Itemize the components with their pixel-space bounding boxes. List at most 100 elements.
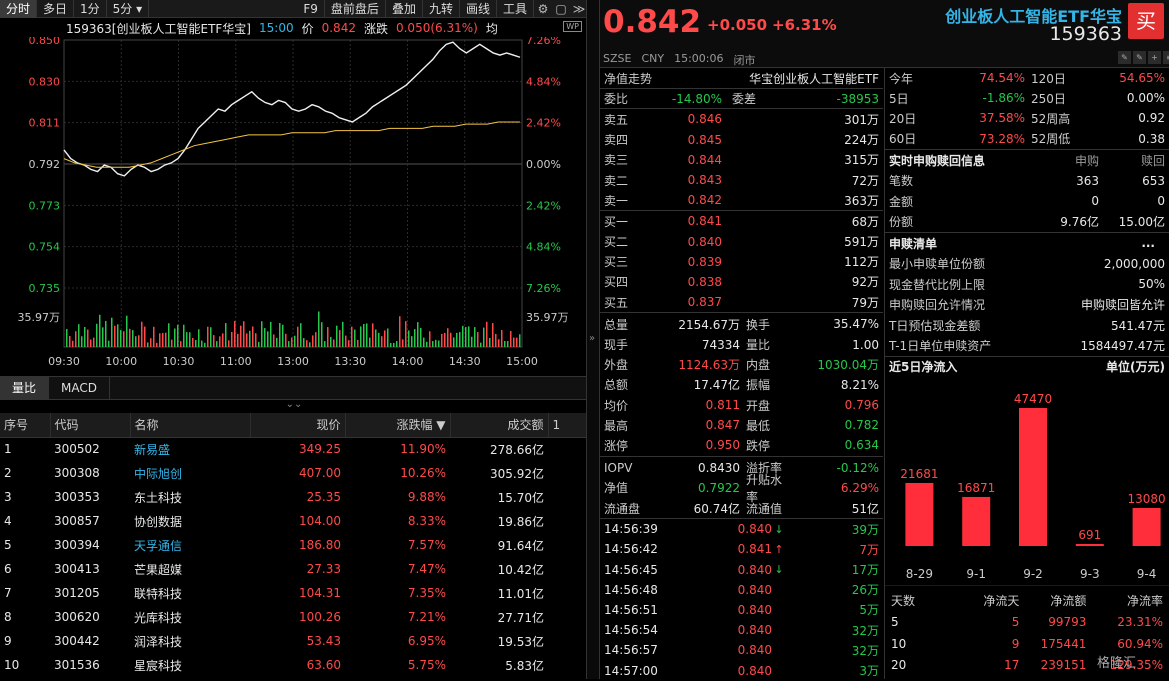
tab-1min[interactable]: 1分 xyxy=(74,0,107,18)
bid-level-row[interactable]: 买一 0.841 68万 xyxy=(600,211,883,231)
volume-bar xyxy=(375,329,377,347)
tick-row[interactable]: 14:56:54 0.840 32万 xyxy=(600,620,883,640)
nav-label: 净值走势 xyxy=(604,71,653,86)
y-left-tick: 0.850 xyxy=(29,37,61,47)
tab-intraday[interactable]: 分时 xyxy=(0,0,38,18)
stats-value-2: 1.00 xyxy=(852,337,879,352)
stats-row: 现手 74334 量比 1.00 xyxy=(600,334,883,354)
tick-time: 14:57:00 xyxy=(604,663,658,678)
ask-levels: 卖五 0.846 301万 卖四 0.845 224万 卖三 0.844 315万 卖二 0.843… xyxy=(600,108,883,210)
subscription-header: 实时申购赎回信息 申购 赎回 xyxy=(885,150,1169,171)
col-code[interactable]: 代码 xyxy=(50,413,131,438)
list-label: 现金替代比例上限 xyxy=(889,277,986,292)
table-row[interactable]: 2 300308 中际旭创 407.00 10.26% 305.92亿 xyxy=(0,461,588,485)
cell-price: 104.00 xyxy=(299,514,341,528)
volume-bar xyxy=(441,333,443,347)
cell-pct: 7.21% xyxy=(407,610,446,624)
gear-icon[interactable]: ⚙ xyxy=(537,1,549,16)
f9-button[interactable]: F9 xyxy=(297,0,325,18)
tick-row[interactable]: 14:56:39 0.840 ↓ 39万 xyxy=(600,519,883,539)
cell-pct: 11.90% xyxy=(400,442,446,457)
more-icon[interactable]: ... xyxy=(1141,236,1155,250)
table-row[interactable]: 5 300394 天孚通信 186.80 7.57% 91.64亿 xyxy=(0,533,588,557)
ask-level-row[interactable]: 卖五 0.846 301万 xyxy=(600,109,883,129)
pin-icon[interactable]: ✎ xyxy=(1133,51,1146,64)
table-row[interactable]: 3 300353 东土科技 25.35 9.88% 15.70亿 xyxy=(0,485,588,509)
nav-row[interactable]: 净值走势 华宝创业板人工智能ETF xyxy=(600,68,883,88)
collapse-icon[interactable]: ≫ xyxy=(572,1,586,16)
creation-list-header[interactable]: 申赎清单... xyxy=(885,233,1169,254)
table-row[interactable]: 8 300620 光库科技 100.26 7.21% 27.71亿 xyxy=(0,605,588,629)
table-row[interactable]: 9 300442 润泽科技 53.43 6.95% 19.53亿 xyxy=(0,629,588,653)
table-row[interactable]: 4 300857 协创数据 104.00 8.33% 19.86亿 xyxy=(0,509,588,533)
flow-row: 5 5 99793 23.31% xyxy=(885,612,1169,634)
tick-row[interactable]: 14:56:57 0.840 32万 xyxy=(600,640,883,660)
tick-row[interactable]: 14:57:00 0.840 3万 xyxy=(600,660,883,680)
col-index[interactable]: 序号 xyxy=(0,413,51,438)
x-tick: 09:30 xyxy=(48,355,80,368)
col-price[interactable]: 现价 xyxy=(250,413,346,438)
bid-price: 0.837 xyxy=(687,295,722,310)
pre-post-button[interactable]: 盘前盘后 xyxy=(325,0,386,18)
y-right-tick: 2.42% xyxy=(526,199,561,212)
tick-price: 0.841 xyxy=(737,542,772,557)
tab-macd[interactable]: MACD xyxy=(49,377,110,399)
bid-price: 0.838 xyxy=(687,274,722,289)
col-pct[interactable]: 涨跌幅 ▼ xyxy=(345,413,451,438)
volume-bar xyxy=(288,341,290,347)
col-extra[interactable]: 1 xyxy=(548,413,588,438)
edit-icon[interactable]: ✎ xyxy=(1118,51,1131,64)
tab-multi-day[interactable]: 多日 xyxy=(37,0,75,18)
tick-row[interactable]: 14:56:48 0.840 26万 xyxy=(600,580,883,600)
stats-row: 最高 0.847 最低 0.782 xyxy=(600,415,883,435)
volume-bar xyxy=(333,339,335,347)
bid-level-row[interactable]: 买五 0.837 79万 xyxy=(600,292,883,312)
volume-bar xyxy=(69,336,71,347)
cell-name: 协创数据 xyxy=(134,514,183,529)
cell-empty xyxy=(548,437,588,461)
wp-icon[interactable]: WP xyxy=(563,21,582,32)
ask-level-row[interactable]: 卖二 0.843 72万 xyxy=(600,170,883,190)
list-label: T-1日单位申赎资产 xyxy=(889,339,992,353)
menu-icon[interactable]: ≡ xyxy=(1163,51,1169,64)
inflow-bar xyxy=(1132,507,1161,546)
volume-bar xyxy=(240,325,242,347)
tick-volume: 32万 xyxy=(851,643,879,658)
ask-level-row[interactable]: 卖一 0.842 363万 xyxy=(600,190,883,210)
volume-bar xyxy=(462,325,464,347)
square-icon[interactable]: ▢ xyxy=(555,1,567,16)
volume-bar xyxy=(186,332,188,347)
nine-turn-button[interactable]: 九转 xyxy=(423,0,460,18)
stats-label-2: 最低 xyxy=(746,418,771,433)
table-row[interactable]: 6 300413 芒果超媒 27.33 7.47% 10.42亿 xyxy=(0,557,588,581)
bid-level-row[interactable]: 买四 0.838 92万 xyxy=(600,272,883,292)
ask-level-row[interactable]: 卖三 0.844 315万 xyxy=(600,150,883,170)
y-left-tick: 0.792 xyxy=(29,158,61,171)
tick-row[interactable]: 14:56:42 0.841 ↑ 7万 xyxy=(600,539,883,559)
order-ratio-row: 委比 -14.80% 委差 -38953 xyxy=(600,88,883,108)
draw-line-button[interactable]: 画线 xyxy=(460,0,497,18)
col-amount[interactable]: 成交额 xyxy=(450,413,549,438)
intraday-chart[interactable]: 0.850 7.26% 0.830 4.84% 0.811 2.42% 0.792 0.00%… xyxy=(0,37,588,372)
collapse-chevron-icon[interactable]: ⌄⌄ xyxy=(285,399,303,410)
overlay-button[interactable]: 叠加 xyxy=(386,0,423,18)
cell-idx: 7 xyxy=(4,586,12,600)
ask-label: 卖四 xyxy=(604,133,629,148)
table-row[interactable]: 7 301205 联特科技 104.31 7.35% 11.01亿 xyxy=(0,581,588,605)
add-icon[interactable]: + xyxy=(1148,51,1161,64)
bid-level-row[interactable]: 买三 0.839 112万 xyxy=(600,252,883,272)
table-row[interactable]: 1 300502 新易盛 349.25 11.90% 278.66亿 xyxy=(0,437,588,461)
volume-bar xyxy=(267,331,269,347)
tab-5min[interactable]: 5分 ▾ xyxy=(107,0,150,18)
col-name[interactable]: 名称 xyxy=(130,413,251,438)
table-row[interactable]: 10 301536 星宸科技 63.60 5.75% 5.83亿 xyxy=(0,653,588,677)
ask-level-row[interactable]: 卖四 0.845 224万 xyxy=(600,130,883,150)
tick-row[interactable]: 14:56:51 0.840 5万 xyxy=(600,600,883,620)
tick-row[interactable]: 14:56:45 0.840 ↓ 17万 xyxy=(600,560,883,580)
panel-splitter[interactable]: » xyxy=(586,0,600,679)
tab-volume-ratio[interactable]: 量比 xyxy=(0,377,50,399)
plot-border xyxy=(63,39,523,348)
bid-level-row[interactable]: 买二 0.840 591万 xyxy=(600,232,883,252)
tools-button[interactable]: 工具 xyxy=(497,0,534,18)
buy-button[interactable]: 买 xyxy=(1128,3,1164,39)
